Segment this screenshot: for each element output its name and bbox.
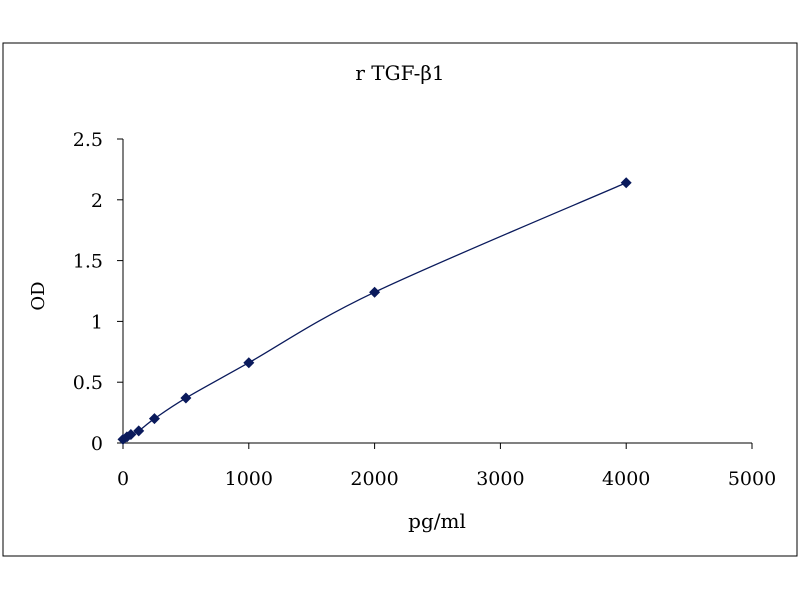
y-tick-label: 2 xyxy=(91,190,103,212)
y-tick-label: 0.5 xyxy=(73,372,103,394)
y-tick-label: 2.5 xyxy=(73,129,103,151)
y-axis-label: OD xyxy=(28,281,49,310)
data-point xyxy=(133,425,145,437)
data-point xyxy=(243,357,255,369)
x-tick-label: 4000 xyxy=(602,468,650,490)
x-axis-label: pg/ml xyxy=(408,509,466,533)
x-tick-label: 0 xyxy=(117,468,129,490)
y-tick-label: 1.5 xyxy=(73,251,103,273)
data-point xyxy=(369,286,381,298)
chart-border xyxy=(2,42,798,557)
data-point xyxy=(180,392,192,404)
data-point xyxy=(620,177,632,189)
y-tick-label: 1 xyxy=(91,311,103,333)
y-tick-label: 0 xyxy=(91,433,103,455)
ticks: 0 1000 2000 3000 4000 5000 0 0.5 1 1.5 2 2.5 xyxy=(73,129,776,490)
x-tick-label: 3000 xyxy=(476,468,524,490)
plot-area xyxy=(117,177,632,445)
axes xyxy=(122,139,752,444)
x-tick-label: 2000 xyxy=(350,468,398,490)
data-point xyxy=(148,413,160,425)
chart-title: r TGF-β1 xyxy=(355,61,444,85)
x-tick-label: 1000 xyxy=(225,468,273,490)
data-point xyxy=(125,428,137,440)
x-tick-label: 5000 xyxy=(728,468,776,490)
